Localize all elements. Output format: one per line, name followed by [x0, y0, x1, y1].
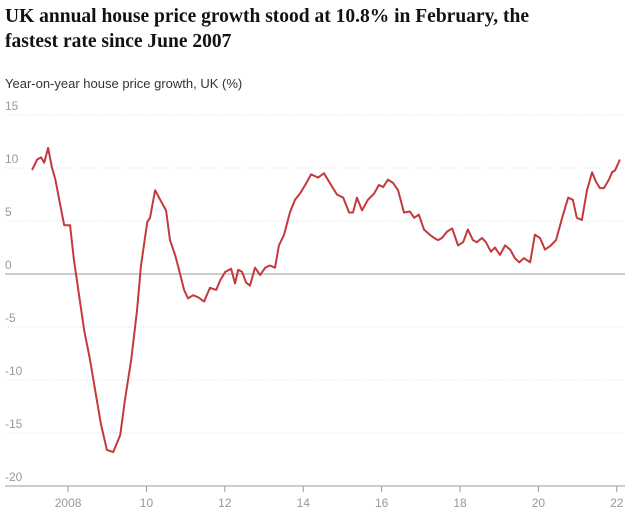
x-tick-label: 22 — [610, 496, 624, 510]
y-tick-label: -10 — [5, 364, 23, 378]
y-tick-label: -20 — [5, 470, 23, 484]
x-tick-label: 14 — [297, 496, 311, 510]
x-tick-label: 2008 — [55, 496, 82, 510]
y-tick-label: 0 — [5, 258, 12, 272]
chart-title: UK annual house price growth stood at 10… — [5, 6, 529, 52]
y-tick-label: -15 — [5, 417, 23, 431]
x-tick-label: 10 — [140, 496, 154, 510]
y-tick-label: 15 — [5, 99, 19, 113]
x-tick-label: 20 — [532, 496, 546, 510]
x-tick-label: 18 — [453, 496, 467, 510]
data-line — [31, 146, 621, 454]
x-tick-label: 12 — [218, 496, 232, 510]
chart-subtitle: Year-on-year house price growth, UK (%) — [5, 76, 242, 91]
y-tick-label: 5 — [5, 205, 12, 219]
y-tick-label: 10 — [5, 152, 19, 166]
x-tick-label: 16 — [375, 496, 389, 510]
y-tick-label: -5 — [5, 311, 16, 325]
